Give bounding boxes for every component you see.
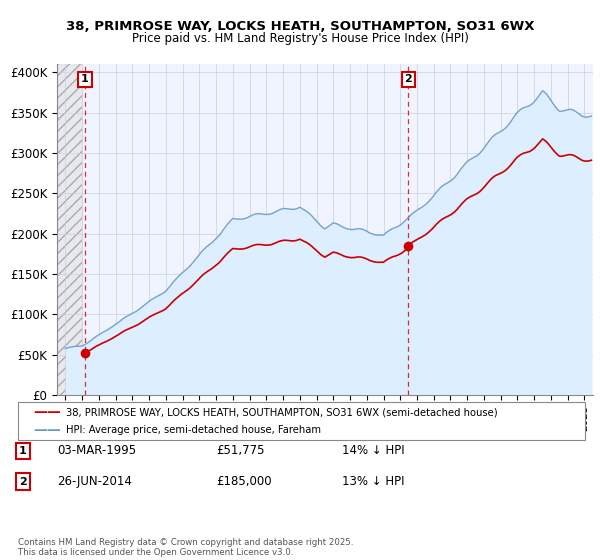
Text: 38, PRIMROSE WAY, LOCKS HEATH, SOUTHAMPTON, SO31 6WX (semi-detached house): 38, PRIMROSE WAY, LOCKS HEATH, SOUTHAMPT… [66,407,497,417]
Text: ——: —— [33,405,61,419]
Bar [57,64,82,395]
Text: Price paid vs. HM Land Registry's House Price Index (HPI): Price paid vs. HM Land Registry's House … [131,32,469,45]
Text: 2: 2 [19,477,26,487]
Text: £185,000: £185,000 [216,475,272,488]
Text: 13% ↓ HPI: 13% ↓ HPI [342,475,404,488]
Text: 14% ↓ HPI: 14% ↓ HPI [342,444,404,458]
Bar [57,64,82,395]
Text: 03-MAR-1995: 03-MAR-1995 [57,444,136,458]
Text: 38, PRIMROSE WAY, LOCKS HEATH, SOUTHAMPTON, SO31 6WX: 38, PRIMROSE WAY, LOCKS HEATH, SOUTHAMPT… [66,20,534,32]
Text: 1: 1 [81,74,89,85]
Text: 1: 1 [19,446,26,456]
Text: 2: 2 [404,74,412,85]
Text: £51,775: £51,775 [216,444,265,458]
Text: ——: —— [33,423,61,437]
Text: HPI: Average price, semi-detached house, Fareham: HPI: Average price, semi-detached house,… [66,425,321,435]
Text: Contains HM Land Registry data © Crown copyright and database right 2025.
This d: Contains HM Land Registry data © Crown c… [18,538,353,557]
Text: 26-JUN-2014: 26-JUN-2014 [57,475,132,488]
